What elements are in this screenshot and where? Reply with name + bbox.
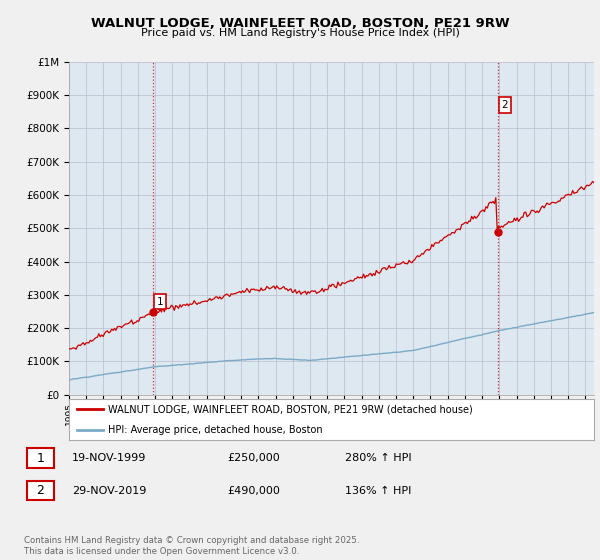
Text: £490,000: £490,000: [227, 486, 280, 496]
Text: 1: 1: [157, 296, 163, 306]
Text: 136% ↑ HPI: 136% ↑ HPI: [346, 486, 412, 496]
Text: WALNUT LODGE, WAINFLEET ROAD, BOSTON, PE21 9RW (detached house): WALNUT LODGE, WAINFLEET ROAD, BOSTON, PE…: [109, 404, 473, 414]
FancyBboxPatch shape: [27, 449, 54, 468]
Text: 1: 1: [37, 451, 44, 465]
Text: 29-NOV-2019: 29-NOV-2019: [72, 486, 146, 496]
Text: 2: 2: [37, 484, 44, 497]
Text: WALNUT LODGE, WAINFLEET ROAD, BOSTON, PE21 9RW: WALNUT LODGE, WAINFLEET ROAD, BOSTON, PE…: [91, 17, 509, 30]
Text: Contains HM Land Registry data © Crown copyright and database right 2025.
This d: Contains HM Land Registry data © Crown c…: [24, 536, 359, 556]
Text: 2: 2: [502, 100, 508, 110]
Text: £250,000: £250,000: [227, 453, 280, 463]
Text: Price paid vs. HM Land Registry's House Price Index (HPI): Price paid vs. HM Land Registry's House …: [140, 28, 460, 38]
Text: HPI: Average price, detached house, Boston: HPI: Average price, detached house, Bost…: [109, 424, 323, 435]
Text: 19-NOV-1999: 19-NOV-1999: [72, 453, 146, 463]
Text: 280% ↑ HPI: 280% ↑ HPI: [346, 453, 412, 463]
FancyBboxPatch shape: [27, 481, 54, 501]
